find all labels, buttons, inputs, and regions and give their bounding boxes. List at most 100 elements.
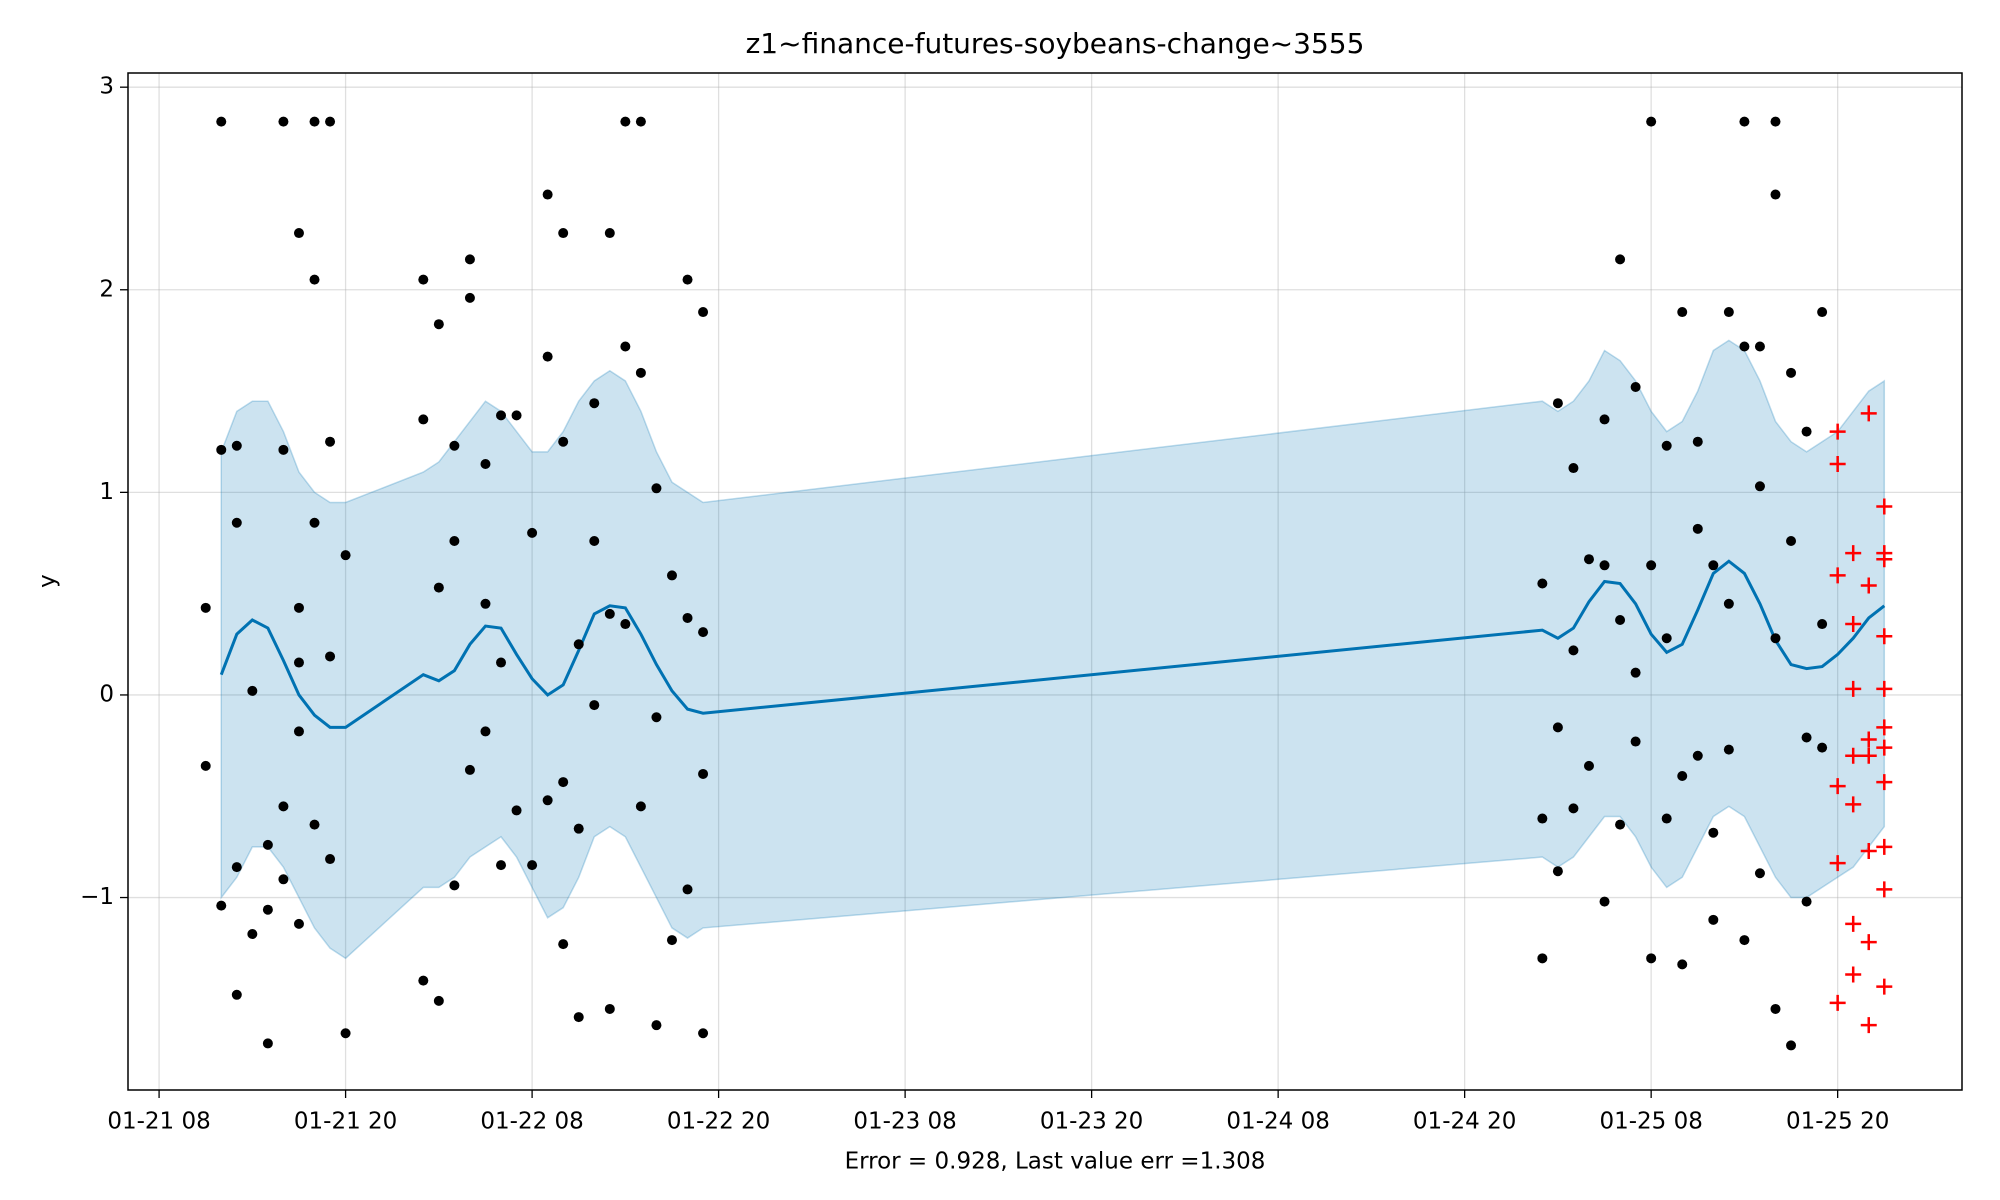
observed-point — [231, 989, 242, 1000]
observed-point — [1646, 953, 1657, 964]
observed-point — [1770, 1003, 1781, 1014]
observed-point — [558, 436, 569, 447]
observed-point — [340, 1028, 351, 1039]
observed-point — [620, 619, 631, 630]
observed-point — [1770, 189, 1781, 200]
observed-point — [449, 880, 460, 891]
observed-point — [589, 398, 600, 409]
observed-point — [1723, 307, 1734, 318]
observed-point — [682, 884, 693, 895]
observed-point — [573, 639, 584, 650]
observed-point — [620, 116, 631, 127]
observed-point — [651, 712, 662, 723]
x-tick-label: 01-25 08 — [1599, 1109, 1702, 1135]
observed-point — [1817, 619, 1828, 630]
y-tick-label: −1 — [80, 884, 114, 910]
observed-point — [464, 764, 475, 775]
observed-point — [1646, 560, 1657, 571]
y-tick-label: 1 — [99, 479, 114, 505]
observed-point — [1568, 803, 1579, 814]
observed-point — [496, 657, 507, 668]
observed-point — [558, 777, 569, 788]
observed-point — [682, 274, 693, 285]
test-point — [1860, 405, 1877, 422]
observed-point — [511, 805, 522, 816]
observed-point — [1708, 827, 1719, 838]
observed-point — [1739, 116, 1750, 127]
test-point — [1860, 934, 1877, 951]
observed-point — [480, 458, 491, 469]
observed-point — [200, 602, 211, 613]
observed-point — [325, 436, 336, 447]
observed-point — [1537, 578, 1548, 589]
observed-point — [698, 768, 709, 779]
test-point — [1845, 966, 1862, 983]
observed-point — [1661, 440, 1672, 451]
observed-point — [698, 627, 709, 638]
observed-point — [1770, 633, 1781, 644]
observed-point — [496, 860, 507, 871]
observed-point — [216, 900, 227, 911]
observed-point — [325, 651, 336, 662]
test-point — [1829, 778, 1846, 795]
observed-point — [1583, 760, 1594, 771]
observed-point — [1677, 770, 1688, 781]
observed-point — [558, 939, 569, 950]
observed-point — [449, 440, 460, 451]
observed-point — [1537, 813, 1548, 824]
observed-point — [1568, 463, 1579, 474]
test-point — [1845, 796, 1862, 813]
observed-point — [666, 935, 677, 946]
observed-point — [1817, 742, 1828, 753]
observed-point — [1692, 436, 1703, 447]
x-tick-label: 01-24 20 — [1413, 1109, 1516, 1135]
observed-point — [666, 570, 677, 581]
observed-point — [340, 550, 351, 561]
observed-point — [464, 292, 475, 303]
x-tick-label: 01-21 20 — [294, 1109, 397, 1135]
observed-point — [1583, 554, 1594, 565]
test-point — [1845, 545, 1862, 562]
observed-point — [635, 116, 646, 127]
observed-point — [433, 582, 444, 593]
observed-point — [573, 1012, 584, 1023]
observed-point — [278, 116, 289, 127]
test-point — [1845, 680, 1862, 697]
y-tick-label: 0 — [99, 681, 114, 707]
test-point — [1860, 577, 1877, 594]
observed-point — [480, 726, 491, 737]
observed-point — [1677, 959, 1688, 970]
observed-point — [698, 1028, 709, 1039]
test-point — [1860, 1017, 1877, 1034]
observed-point — [200, 760, 211, 771]
plot-layer: 01-21 08 01-21 20 01-22 08 01-22 20 01-23 08… — [80, 72, 1963, 1135]
test-point — [1860, 731, 1877, 748]
observed-point — [433, 995, 444, 1006]
observed-point — [1599, 414, 1610, 425]
chart-title: z1~finance-futures-soybeans-change~3555 — [746, 27, 1365, 60]
observed-point — [216, 116, 227, 127]
x-tick-label: 01-23 20 — [1040, 1109, 1143, 1135]
observed-point — [216, 444, 227, 455]
observed-point — [1708, 914, 1719, 925]
observed-point — [1552, 722, 1563, 733]
observed-point — [293, 602, 304, 613]
test-point — [1829, 423, 1846, 440]
x-tick-label: 01-22 08 — [480, 1109, 583, 1135]
observed-point — [325, 116, 336, 127]
observed-point — [418, 274, 429, 285]
observed-point — [231, 517, 242, 528]
observed-point — [247, 685, 258, 696]
y-axis-label: y — [35, 574, 61, 588]
test-point — [1876, 719, 1893, 736]
observed-point — [278, 444, 289, 455]
test-point — [1876, 774, 1893, 791]
observed-point — [480, 598, 491, 609]
observed-point — [262, 1038, 273, 1049]
observed-point — [278, 801, 289, 812]
observed-point — [1692, 523, 1703, 534]
observed-point — [247, 929, 258, 940]
observed-point — [325, 854, 336, 865]
observed-point — [1599, 560, 1610, 571]
observed-point — [1739, 341, 1750, 352]
